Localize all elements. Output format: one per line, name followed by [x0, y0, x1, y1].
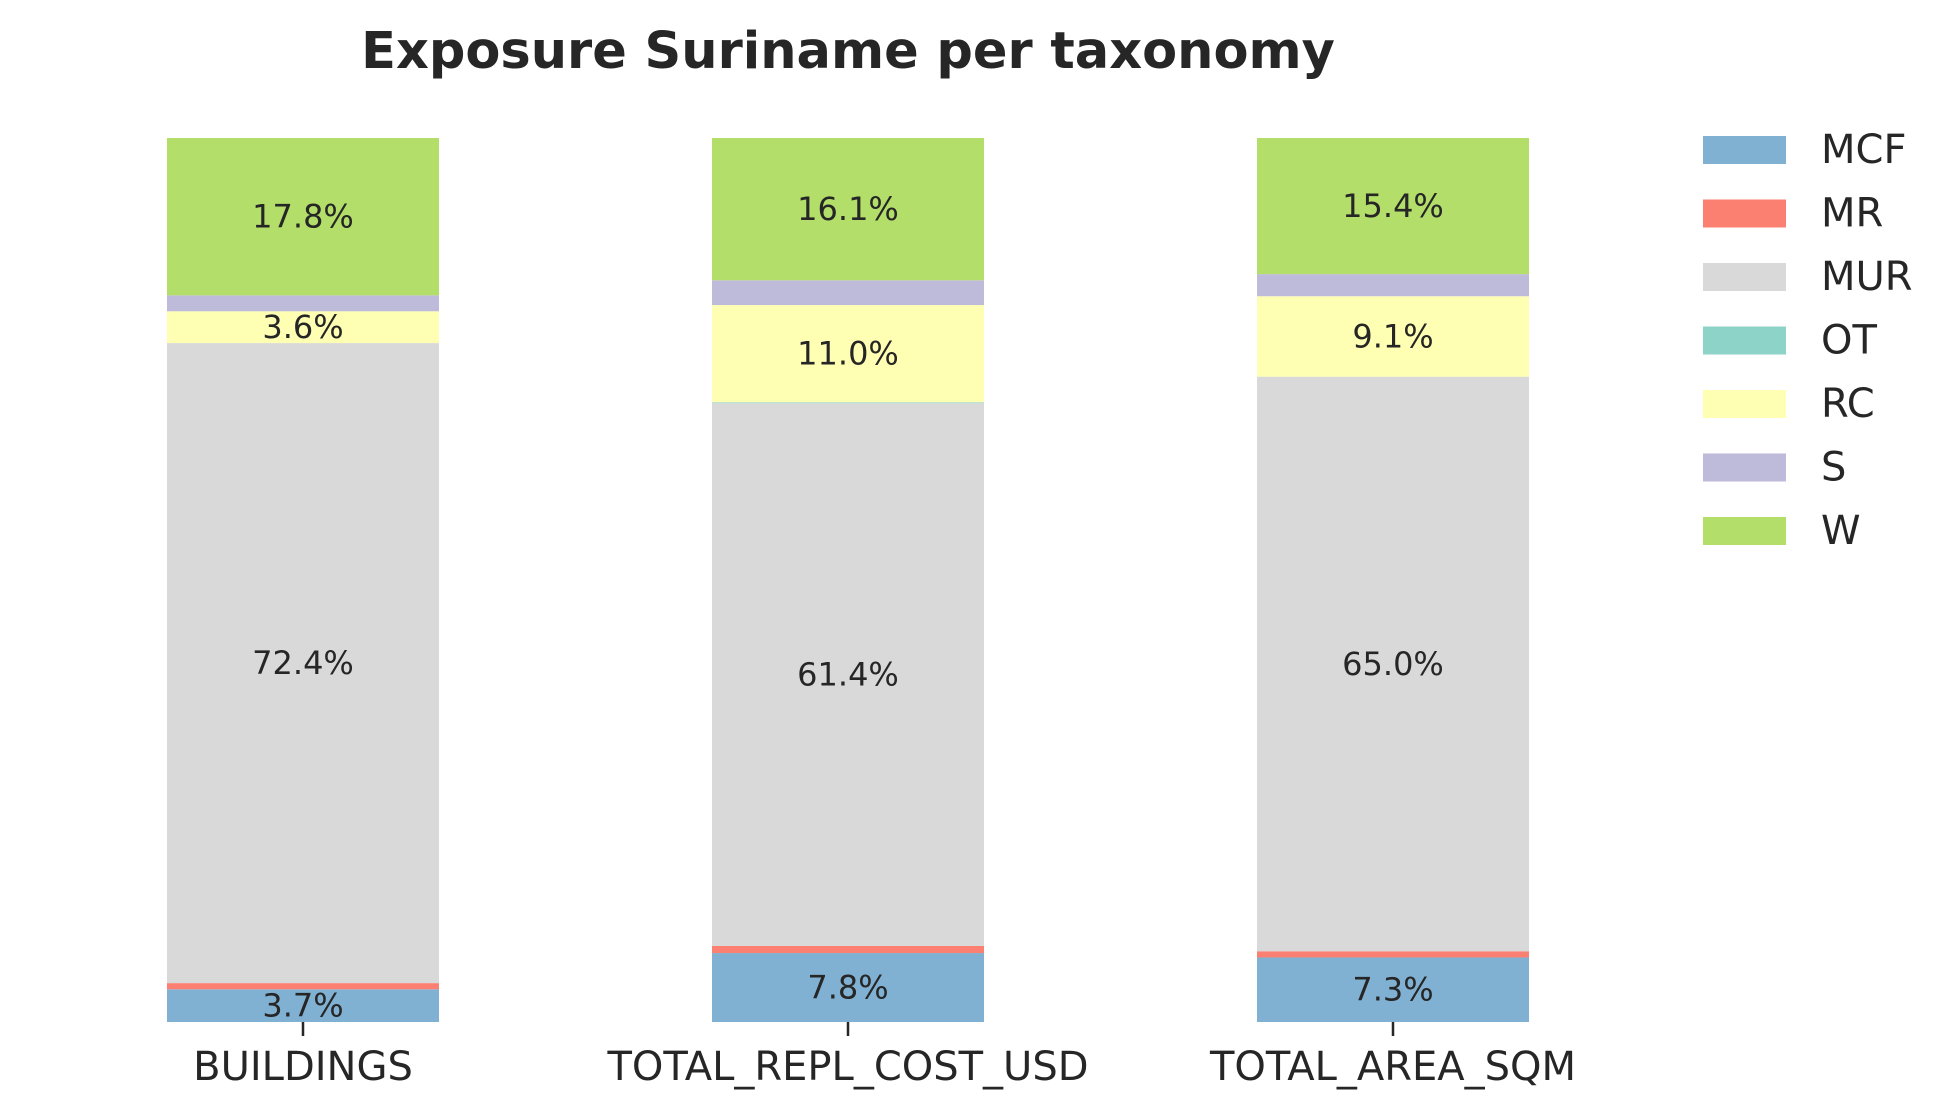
x-axis: BUILDINGS TOTAL_REPL_COST_USD TOTAL_AREA_S… [193, 1022, 1576, 1090]
legend-swatch-mcf [1703, 136, 1786, 164]
bar-segment-buildings-s [167, 295, 439, 312]
legend-swatch-mur [1703, 263, 1786, 291]
chart-title: Exposure Suriname per taxonomy [361, 22, 1335, 81]
bar-segment-total-area-sqm-w [1257, 138, 1529, 275]
bar-segment-buildings-mur [167, 343, 439, 984]
bar-segment-total-repl-cost-usd-ot [712, 402, 984, 404]
data-label-buildings-w: 17.8% [252, 198, 354, 236]
data-label-total-repl-cost-usd-w: 16.1% [797, 190, 899, 228]
bar-segment-buildings-w [167, 138, 439, 296]
bar-segment-buildings-mr [167, 983, 439, 990]
bar-segment-total-area-sqm-mcf [1257, 957, 1529, 1022]
bar-segment-total-repl-cost-usd-w [712, 138, 984, 281]
bar-segment-total-area-sqm-mr [1257, 951, 1529, 958]
legend-label-ot: OT [1821, 318, 1877, 364]
data-label-total-area-sqm-w: 15.4% [1342, 187, 1444, 225]
data-label-total-area-sqm-mur: 65.0% [1342, 645, 1444, 683]
legend-label-mr: MR [1821, 191, 1883, 237]
x-tick-label-buildings: BUILDINGS [193, 1044, 413, 1090]
bar-segment-total-repl-cost-usd-mcf [712, 953, 984, 1022]
legend-swatch-s [1703, 453, 1786, 482]
legend: MCF MR MUR OT RC SW [1703, 127, 1913, 554]
legend-label-rc: RC [1821, 381, 1875, 427]
data-label-total-repl-cost-usd-mur: 61.4% [797, 656, 899, 694]
legend-swatch-mr [1703, 199, 1786, 228]
legend-label-mur: MUR [1821, 254, 1913, 300]
legend-swatch-rc [1703, 390, 1786, 418]
bar-segment-total-repl-cost-usd-mr [712, 945, 984, 954]
data-label-total-repl-cost-usd-rc: 11.0% [797, 335, 899, 373]
data-label-total-area-sqm-mcf: 7.3% [1352, 971, 1433, 1009]
data-label-buildings-mur: 72.4% [252, 644, 354, 682]
data-label-total-area-sqm-rc: 9.1% [1352, 317, 1433, 355]
x-tick-label-total-area-sqm: TOTAL_AREA_SQM [1209, 1044, 1576, 1090]
bar-segment-total-area-sqm-s [1257, 274, 1529, 297]
bar-segment-total-area-sqm-rc [1257, 296, 1529, 377]
bar-segment-total-area-sqm-mur [1257, 376, 1529, 952]
bar-segment-total-repl-cost-usd-s [712, 280, 984, 306]
legend-label-s: S [1821, 445, 1846, 491]
data-labels-layer: 3.7% 72.4% 3.6% 17.8% 7.8% 61.4% 11.0% 16.1% 7.3… [252, 187, 1444, 1025]
x-tick-label-total-repl-cost-usd: TOTAL_REPL_COST_USD [606, 1044, 1088, 1090]
bar-segment-total-repl-cost-usd-mur [712, 403, 984, 946]
legend-swatch-ot [1703, 326, 1786, 355]
legend-label-w: W [1821, 508, 1861, 554]
bar-segment-total-repl-cost-usd-rc [712, 305, 984, 403]
data-label-buildings-mcf: 3.7% [262, 987, 343, 1025]
data-label-total-repl-cost-usd-mcf: 7.8% [807, 969, 888, 1007]
bar-segment-buildings-rc [167, 311, 439, 344]
legend-label-mcf: MCF [1821, 127, 1906, 173]
legend-swatch-w [1703, 517, 1786, 545]
data-label-buildings-rc: 3.6% [262, 308, 343, 346]
bar-segment-buildings-mcf [167, 989, 439, 1022]
bars-layer [167, 138, 1529, 1022]
